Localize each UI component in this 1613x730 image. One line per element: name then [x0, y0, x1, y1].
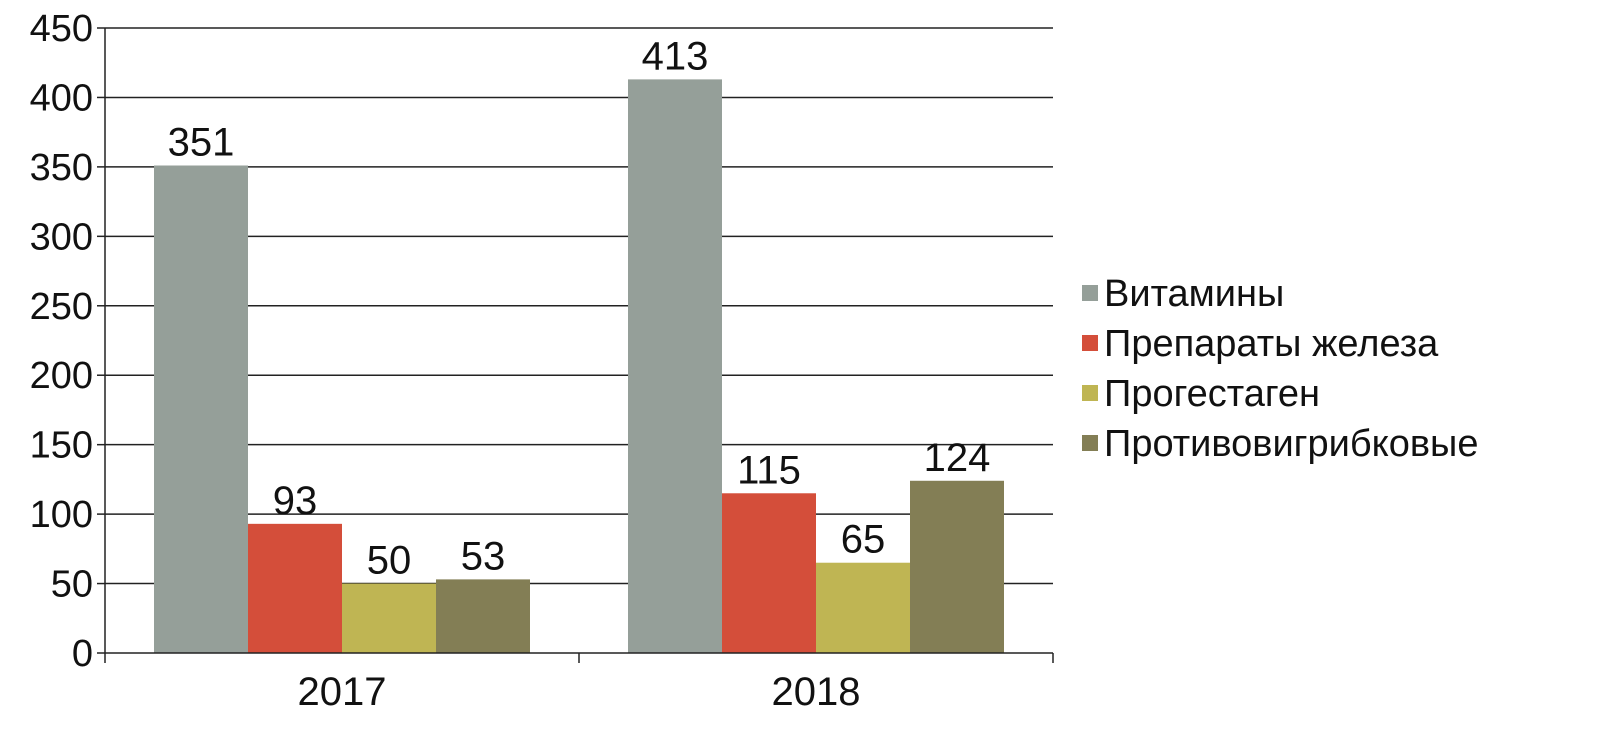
x-category-label: 2018: [772, 670, 861, 714]
gridlines: [105, 27, 1053, 585]
bar-2017-0: [154, 165, 248, 653]
data-label: 53: [461, 534, 506, 578]
y-tick-label: 150: [30, 425, 93, 467]
y-tick-label: 100: [30, 494, 93, 536]
legend-swatch: [1082, 385, 1098, 401]
legend-swatch: [1082, 285, 1098, 301]
legend-label: Препараты железа: [1104, 323, 1439, 365]
data-labels: 351 93 50 53 413 115 65 124: [168, 34, 991, 582]
legend-label: Противовигрибковые: [1104, 423, 1479, 465]
legend-label: Прогестаген: [1104, 373, 1320, 415]
y-tick-label: 300: [30, 216, 93, 258]
bar-2018-0: [628, 79, 722, 653]
legend-swatch: [1082, 435, 1098, 451]
bar-2018-3: [910, 480, 1004, 653]
data-label: 65: [841, 518, 886, 562]
y-tick-label: 400: [30, 77, 93, 119]
y-tick-label: 250: [30, 286, 93, 328]
bar-2018-2: [816, 562, 910, 653]
bar-2017-1: [248, 523, 342, 653]
y-tick-label: 200: [30, 355, 93, 397]
axes: [104, 28, 1054, 663]
y-tick-label: 50: [51, 564, 93, 606]
data-label: 124: [924, 436, 991, 480]
legend: Витамины Препараты железа Прогестаген Проти…: [1082, 273, 1479, 465]
y-tick-label: 350: [30, 147, 93, 189]
bar-2017-3: [436, 579, 530, 653]
x-axis-categories: 2017 2018: [298, 670, 861, 714]
y-axis-ticks: 0 50 100 150 200 250 300 350 400 450: [30, 8, 105, 675]
legend-label: Витамины: [1104, 273, 1284, 315]
data-label: 115: [737, 448, 801, 492]
legend-swatch: [1082, 335, 1098, 351]
y-tick-label: 0: [72, 633, 93, 675]
bar-2017-2: [342, 583, 436, 653]
data-label: 50: [367, 539, 412, 583]
x-category-label: 2017: [298, 670, 387, 714]
y-tick-label: 450: [30, 8, 93, 50]
data-label: 93: [273, 479, 318, 523]
data-label: 351: [168, 121, 235, 165]
data-label: 413: [642, 34, 709, 78]
bar-2018-1: [722, 493, 816, 653]
bars: [154, 79, 1004, 653]
